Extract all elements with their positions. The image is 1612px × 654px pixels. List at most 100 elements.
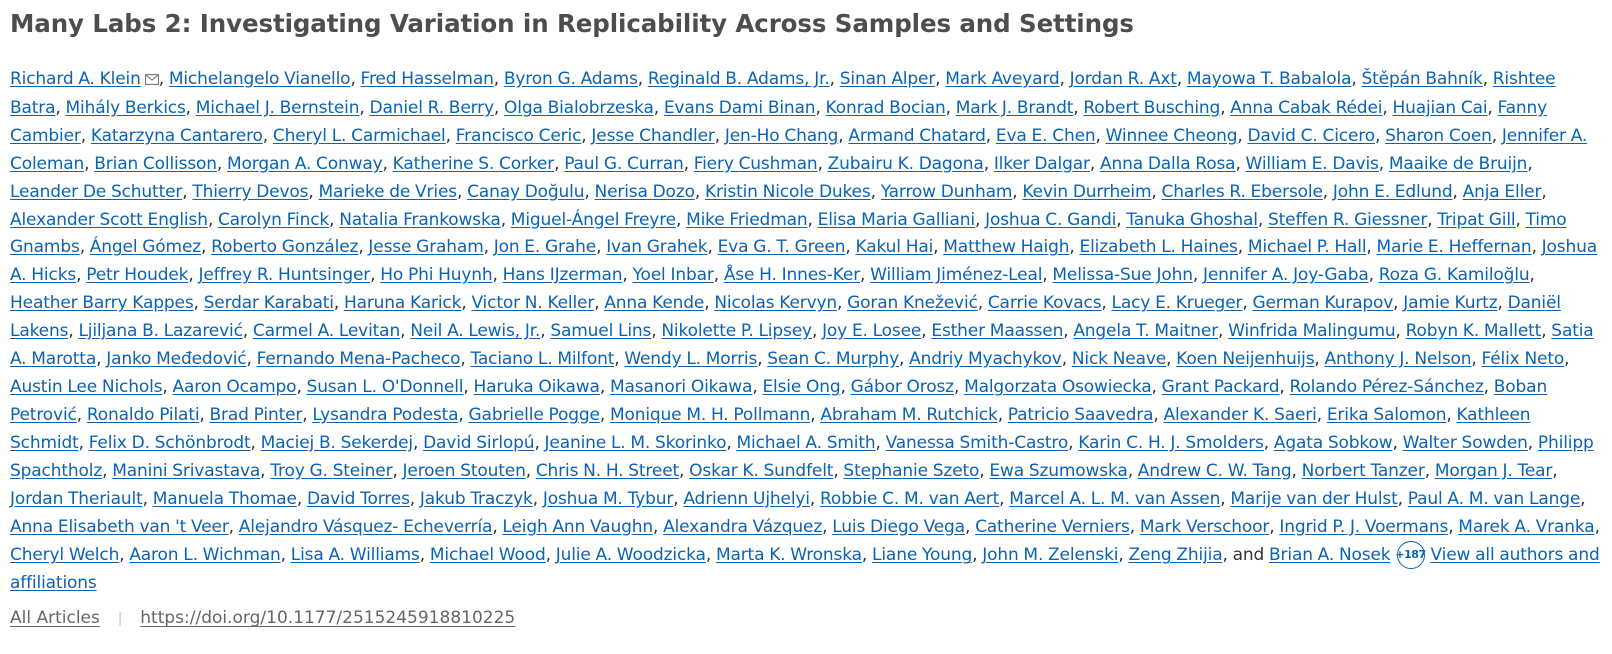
author-link[interactable]: Catherine Verniers (975, 516, 1130, 537)
author-link[interactable]: John E. Edlund (1332, 181, 1453, 202)
author-link[interactable]: Félix Neto (1481, 349, 1565, 370)
author-link[interactable]: Monique M. H. Pollmann (609, 404, 811, 425)
author-link[interactable]: Patricio Saavedra (1007, 404, 1154, 425)
author-link[interactable]: Nikolette P. Lipsey (661, 321, 812, 342)
author-link[interactable]: Brad Pinter (209, 404, 303, 425)
author-link[interactable]: Gabrielle Pogge (468, 404, 600, 425)
author-link[interactable]: Serdar Karabati (203, 293, 334, 314)
author-link[interactable]: Winnee Cheong (1105, 125, 1238, 146)
author-link[interactable]: Stephanie Szeto (843, 460, 980, 481)
author-link[interactable]: Nick Neave (1071, 349, 1167, 370)
author-link[interactable]: Nicolas Kervyn (714, 293, 838, 314)
author-link[interactable]: Nerisa Dozo (594, 181, 695, 202)
author-link[interactable]: Fred Hasselman (360, 69, 494, 89)
author-link[interactable]: Ho Phi Huynh (380, 265, 493, 286)
author-link[interactable]: Joshua M. Tybur (542, 488, 674, 509)
author-link[interactable]: Victor N. Keller (471, 293, 595, 314)
author-link[interactable]: Maciej B. Sekerdej (260, 432, 413, 453)
author-link[interactable]: Mark Verschoor (1139, 516, 1270, 537)
author-link[interactable]: Marek A. Vranka (1458, 516, 1595, 537)
author-link[interactable]: Reginald B. Adams, Jr. (647, 69, 830, 89)
author-link[interactable]: Haruna Karick (343, 293, 462, 314)
author-link[interactable]: Canay Doğulu (467, 181, 585, 202)
author-link[interactable]: Grant Packard (1161, 376, 1280, 397)
author-link[interactable]: Armand Chatard (848, 125, 986, 146)
author-link[interactable]: Andrew C. W. Tang (1137, 460, 1292, 481)
author-link[interactable]: Alexander Scott English (10, 209, 208, 230)
author-link[interactable]: Ángel Gómez (89, 237, 202, 258)
author-link[interactable]: Ewa Szumowska (989, 460, 1128, 481)
author-link[interactable]: Zeng Zhijia (1128, 545, 1223, 566)
author-link[interactable]: Michael Wood (429, 545, 546, 566)
author-link[interactable]: Ingrid P. J. Voermans (1279, 516, 1449, 537)
author-link[interactable]: Carmel A. Levitan (252, 321, 401, 342)
author-link[interactable]: Mihály Berkics (65, 97, 186, 118)
author-link[interactable]: Joshua A. Hicks (10, 237, 1598, 286)
author-link[interactable]: Štěpán Bahník (1361, 69, 1483, 89)
author-link[interactable]: Lisa A. Williams (290, 545, 420, 566)
author-link[interactable]: Kakul Hai (855, 237, 934, 258)
author-link[interactable]: Roberto González (211, 237, 359, 258)
author-link[interactable]: Ivan Grahek (606, 237, 708, 258)
author-link[interactable]: Lysandra Podesta (312, 404, 459, 425)
author-link[interactable]: Norbert Tanzer (1301, 460, 1425, 481)
author-link[interactable]: David Torres (306, 488, 410, 509)
author-link[interactable]: Natalia Frankowska (339, 209, 501, 230)
author-link[interactable]: Alexandra Vázquez (663, 516, 823, 537)
author-link[interactable]: Cheryl Welch (10, 545, 120, 566)
author-link[interactable]: Ilker Dalgar (993, 153, 1090, 174)
author-link[interactable]: Joshua C. Gandi (985, 209, 1117, 230)
author-link[interactable]: Adrienn Ujhelyi (683, 488, 810, 509)
author-link[interactable]: Robyn K. Mallett (1405, 321, 1542, 342)
author-link[interactable]: William E. Davis (1245, 153, 1379, 174)
author-link[interactable]: Rolando Pérez-Sánchez (1289, 376, 1484, 397)
author-link[interactable]: Masanori Oikawa (609, 376, 753, 397)
author-link[interactable]: Chris N. H. Street (535, 460, 680, 481)
author-link[interactable]: Morgan A. Conway (227, 153, 383, 174)
author-link[interactable]: Boban Petrović (10, 376, 1548, 425)
author-link[interactable]: Michael A. Smith (736, 432, 876, 453)
author-link[interactable]: Yoel Inbar (632, 265, 714, 286)
author-link[interactable]: Jeroen Stouten (402, 460, 526, 481)
author-link[interactable]: Lacy E. Krueger (1111, 293, 1243, 314)
author-link[interactable]: Katarzyna Cantarero (90, 125, 263, 146)
author-link[interactable]: Jordan Theriault (10, 488, 143, 509)
author-link[interactable]: Leigh Ann Vaughn (502, 516, 653, 537)
author-link[interactable]: Anthony J. Nelson (1324, 349, 1472, 370)
author-link[interactable]: Petr Houdek (86, 265, 189, 286)
author-link[interactable]: Tanuka Ghoshal (1126, 209, 1258, 230)
author-link[interactable]: Robert Busching (1083, 97, 1221, 118)
author-link[interactable]: Julie A. Woodzicka (555, 545, 706, 566)
author-link[interactable]: Brian A. Nosek (1269, 545, 1391, 566)
author-link[interactable]: Fernando Mena-Pacheco (256, 349, 461, 370)
author-link[interactable]: Goran Knežević (847, 293, 978, 314)
author-link[interactable]: Morgan J. Tear (1434, 460, 1553, 481)
author-link[interactable]: Daniël Lakens (10, 293, 1561, 342)
author-link[interactable]: Marie E. Heffernan (1376, 237, 1532, 258)
author-link[interactable]: Philipp Spachtholz (10, 432, 1594, 481)
author-link[interactable]: Charles R. Ebersole (1161, 181, 1323, 202)
author-link[interactable]: Michael P. Hall (1247, 237, 1367, 258)
author-link[interactable]: Anna Dalla Rosa (1099, 153, 1236, 174)
author-link[interactable]: Manini Srivastava (112, 460, 261, 481)
author-link[interactable]: Paul G. Curran (564, 153, 684, 174)
doi-link[interactable]: https://doi.org/10.1177/2515245918810225 (140, 608, 516, 629)
author-link[interactable]: Jesse Graham (368, 237, 484, 258)
author-link[interactable]: Samuel Lins (550, 321, 652, 342)
author-link[interactable]: Francisco Ceric (455, 125, 582, 146)
author-link[interactable]: Jamie Kurtz (1403, 293, 1498, 314)
author-link[interactable]: Esther Maassen (931, 321, 1064, 342)
author-link[interactable]: Aaron L. Wichman (129, 545, 281, 566)
author-link[interactable]: Melissa-Sue John (1052, 265, 1193, 286)
author-link[interactable]: Abraham M. Rutchick (820, 404, 998, 425)
author-link[interactable]: Elizabeth L. Haines (1079, 237, 1238, 258)
author-link[interactable]: Jeffrey R. Huntsinger (198, 265, 371, 286)
author-link[interactable]: Anna Elisabeth van 't Veer (10, 516, 229, 537)
author-link[interactable]: Steffen R. Giessner (1268, 209, 1428, 230)
author-link[interactable]: Thierry Devos (192, 181, 309, 202)
author-link[interactable]: Alejandro Vásquez- Echeverría (238, 516, 493, 537)
author-link[interactable]: Elisa Maria Galliani (817, 209, 976, 230)
author-link[interactable]: Robbie C. M. van Aert (820, 488, 1000, 509)
author-link[interactable]: Joy E. Losee (822, 321, 922, 342)
author-link[interactable]: Sinan Alper (839, 69, 936, 89)
